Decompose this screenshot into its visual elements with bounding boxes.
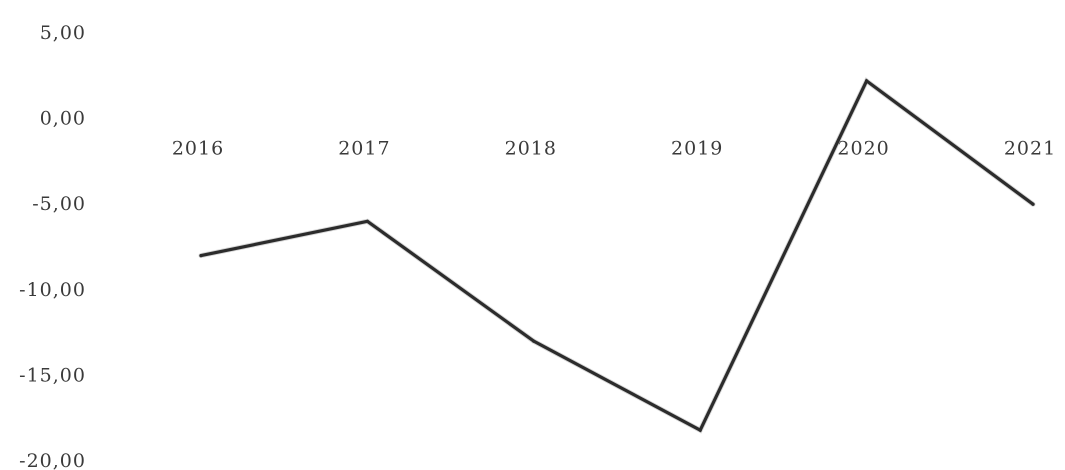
x-tick-label: 2018: [505, 138, 557, 160]
x-tick-label: 2020: [837, 138, 889, 160]
x-tick-label: 2016: [172, 138, 224, 160]
y-tick-label: -15,00: [19, 364, 86, 386]
data-point: [865, 79, 869, 83]
series-line-shadow: [198, 77, 1036, 434]
data-point: [532, 339, 536, 343]
y-tick-label: -20,00: [19, 450, 86, 470]
y-tick-label: -10,00: [19, 279, 86, 301]
y-tick-label: 0,00: [40, 108, 86, 130]
y-tick-label: -5,00: [32, 193, 86, 215]
x-axis-tick-labels: 2016 2017 2018 2019 2020 2021: [172, 138, 1056, 160]
y-axis-tick-labels: 5,00 0,00 -5,00 -10,00 -15,00 -20,00: [19, 22, 86, 470]
data-point: [1031, 202, 1035, 206]
data-point: [698, 428, 702, 432]
data-point: [365, 219, 369, 223]
x-tick-label: 2021: [1004, 138, 1056, 160]
x-tick-label: 2019: [671, 138, 723, 160]
series-layer: [198, 77, 1036, 434]
series-line: [199, 78, 1035, 433]
data-point: [199, 254, 203, 258]
x-tick-label: 2017: [338, 138, 390, 160]
y-tick-label: 5,00: [40, 22, 86, 44]
